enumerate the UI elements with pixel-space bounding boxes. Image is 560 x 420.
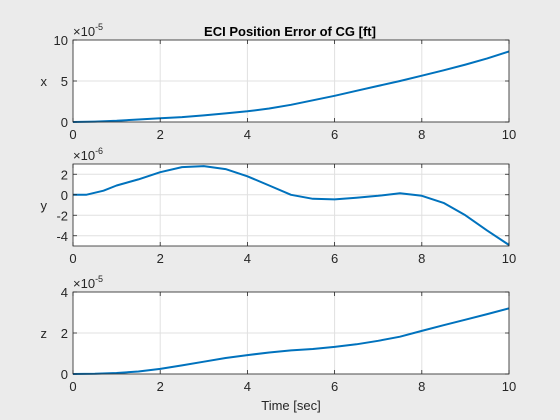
x-tick-label: 2 xyxy=(157,127,164,142)
plot-area xyxy=(73,164,509,246)
x-tick-label: 6 xyxy=(331,379,338,394)
y-tick-label: 10 xyxy=(54,33,68,48)
exponent-power: -6 xyxy=(95,146,103,156)
figure-title: ECI Position Error of CG [ft] xyxy=(204,24,376,39)
x-tick-label: 2 xyxy=(157,379,164,394)
series-line-z xyxy=(72,307,510,375)
y-tick-label: 0 xyxy=(61,367,68,382)
x-tick-label: 4 xyxy=(244,127,251,142)
x-tick-label: 4 xyxy=(244,379,251,394)
x-tick-label: 0 xyxy=(69,379,76,394)
y-axis-label: z xyxy=(41,326,48,341)
y-tick-label: 4 xyxy=(61,285,68,300)
x-tick-label: 6 xyxy=(331,127,338,142)
axes-box xyxy=(72,163,510,247)
series-line-y xyxy=(73,165,510,246)
exponent-power: -5 xyxy=(95,22,103,32)
exponent-power: -5 xyxy=(95,274,103,284)
axes-2: 0 2 4 6 8 10-4-202×10-6y xyxy=(41,146,517,266)
x-tick-label: 10 xyxy=(502,127,516,142)
y-tick-label: 5 xyxy=(61,74,68,89)
series-line-x xyxy=(72,50,510,123)
x-tick-label: 8 xyxy=(418,251,425,266)
y-tick-label: 2 xyxy=(61,326,68,341)
y-tick-label: -2 xyxy=(56,208,68,223)
x-tick-label: 10 xyxy=(502,251,516,266)
x-tick-label: 10 xyxy=(502,379,516,394)
y-axis-label: x xyxy=(41,74,48,89)
x-axis-label: Time [sec] xyxy=(261,398,320,413)
x-tick-label: 8 xyxy=(418,127,425,142)
y-tick-label: 0 xyxy=(61,115,68,130)
x-tick-label: 0 xyxy=(69,251,76,266)
x-tick-label: 8 xyxy=(418,379,425,394)
x-tick-label: 6 xyxy=(331,251,338,266)
x-tick-label: 4 xyxy=(244,251,251,266)
x-tick-label: 0 xyxy=(69,127,76,142)
y-axis-label: y xyxy=(41,198,48,213)
y-tick-label: -4 xyxy=(56,229,68,244)
y-tick-label: 2 xyxy=(61,167,68,182)
y-tick-label: 0 xyxy=(61,188,68,203)
x-tick-label: 2 xyxy=(157,251,164,266)
